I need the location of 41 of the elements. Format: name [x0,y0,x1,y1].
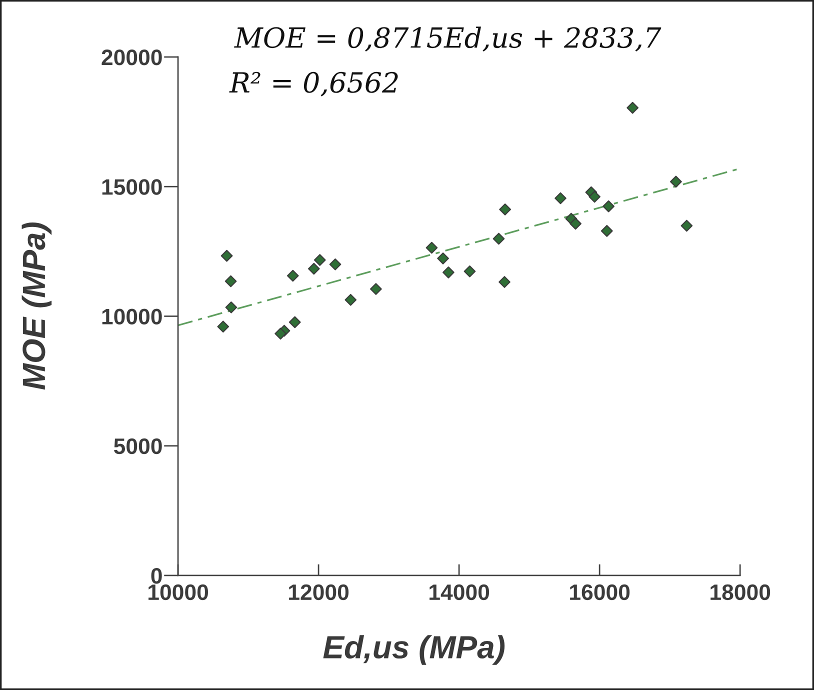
point [437,252,449,264]
point [370,283,382,295]
point [442,266,454,278]
point [308,262,320,275]
point [224,275,237,288]
point [626,102,639,114]
point [220,250,233,262]
point [498,276,510,288]
point [680,220,693,232]
point [329,258,342,270]
point [286,270,299,282]
point [464,265,476,278]
point [600,225,613,237]
point [426,242,438,254]
point [314,254,326,266]
y-tick-label: 0 [151,568,162,584]
y-axis-title: MOE (MPa) [22,222,52,390]
point [602,200,614,212]
point [217,320,230,333]
x-tick-label: 16000 [570,584,630,600]
point [588,190,601,203]
point [274,328,286,340]
y-tick-label: 15000 [102,179,162,195]
point [499,203,512,216]
x-tick-label: 14000 [430,584,490,600]
text: MOE = 0,8715Ed,us + 2833,7 [234,26,662,52]
x-tick-label: 18000 [710,584,770,600]
x-tick-label: 10000 [148,584,208,600]
annotation: R² = 0,6562 [229,72,398,96]
y-tick-label: 10000 [102,308,162,324]
x-tick-label: 12000 [289,584,349,600]
point [554,192,566,204]
y-tick-label: 20000 [102,50,162,66]
point [492,232,505,245]
point [344,294,357,306]
point [288,316,301,328]
y-tick-label: 5000 [114,438,162,454]
x-axis-title: Ed,us (MPa) [323,635,505,665]
point [670,176,682,188]
point [570,218,582,230]
point [225,301,238,314]
